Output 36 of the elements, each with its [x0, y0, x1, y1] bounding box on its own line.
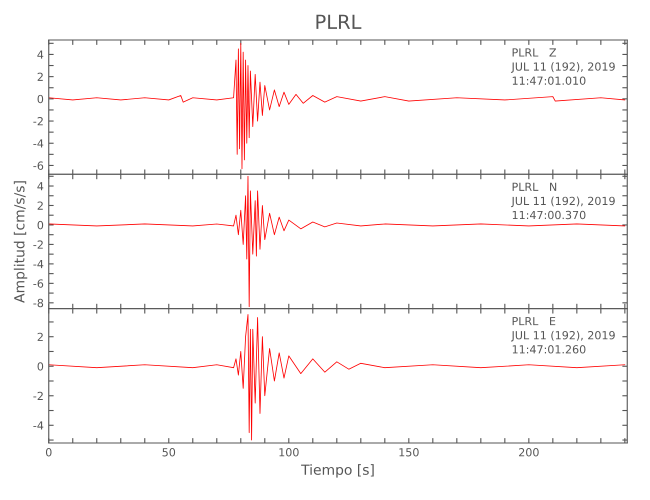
annotation: PLRL N: [512, 182, 556, 191]
y-tick-label: -2: [33, 117, 43, 126]
y-tick-label: -6: [33, 279, 44, 288]
annotation: PLRL Z: [512, 48, 556, 56]
x-tick-label: 200: [519, 448, 539, 456]
x-axis-title: Tiempo [s]: [301, 464, 374, 478]
y-tick-label: -2: [33, 392, 43, 400]
y-tick-label: -8: [33, 298, 44, 308]
y-axis-title: Amplitud [cm/s/s]: [14, 181, 28, 303]
y-tick-label: 2: [38, 332, 43, 341]
line-series: [48, 314, 626, 440]
y-tick-label: -2: [33, 240, 43, 249]
annotation: JUL 11 (192), 2019: [510, 62, 615, 73]
annotation: 11:47:01.010: [512, 76, 586, 85]
y-tick-label: 0: [38, 220, 44, 230]
y-tick-label: 4: [37, 50, 44, 59]
x-tick-label: 50: [162, 448, 176, 456]
y-tick-label: 0: [38, 94, 44, 104]
y-tick-label: 2: [38, 201, 43, 210]
chart-title: PLRL: [316, 14, 362, 29]
line-series: [48, 42, 626, 170]
annotation: 11:47:01.260: [512, 345, 586, 354]
x-tick-label: 0: [46, 448, 52, 456]
annotation: 11:47:00.370: [512, 210, 586, 220]
annotation: PLRL E: [512, 317, 556, 326]
y-tick-label: 2: [38, 72, 43, 81]
y-tick-label: 0: [38, 362, 44, 371]
y-tick-label: -4: [33, 139, 44, 148]
annotation: JUL 11 (192), 2019: [510, 330, 615, 342]
x-tick-label: 150: [399, 448, 419, 456]
y-tick-label: -4: [33, 260, 44, 268]
y-tick-label: -4: [33, 421, 44, 430]
annotation: JUL 11 (192), 2019: [510, 196, 615, 208]
x-tick-label: 100: [279, 448, 299, 456]
y-tick-label: -6: [33, 161, 44, 170]
y-tick-label: 4: [37, 182, 44, 190]
